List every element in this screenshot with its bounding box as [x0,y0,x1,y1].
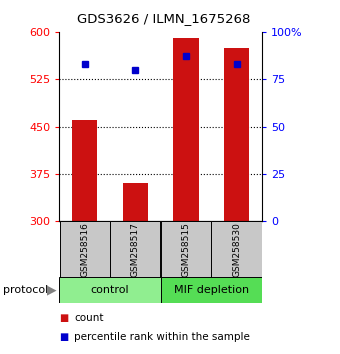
Bar [123,183,148,221]
Bar [173,38,199,221]
Bar [161,277,262,303]
Bar [110,221,160,278]
Text: ▶: ▶ [47,284,56,296]
Bar [72,120,98,221]
Bar [59,277,161,303]
Text: percentile rank within the sample: percentile rank within the sample [74,332,250,342]
Text: protocol: protocol [3,285,49,295]
Text: GSM258530: GSM258530 [232,222,241,277]
Bar [161,221,211,278]
Text: GSM258517: GSM258517 [131,222,140,277]
Bar [224,48,249,221]
Text: MIF depletion: MIF depletion [174,285,249,295]
Text: GDS3626 / ILMN_1675268: GDS3626 / ILMN_1675268 [76,12,250,25]
Text: count: count [74,313,104,323]
Text: control: control [91,285,130,295]
Bar [60,221,110,278]
Text: GSM258515: GSM258515 [182,222,190,277]
Text: ■: ■ [59,313,69,323]
Bar [211,221,261,278]
Text: GSM258516: GSM258516 [80,222,89,277]
Text: ■: ■ [59,332,69,342]
